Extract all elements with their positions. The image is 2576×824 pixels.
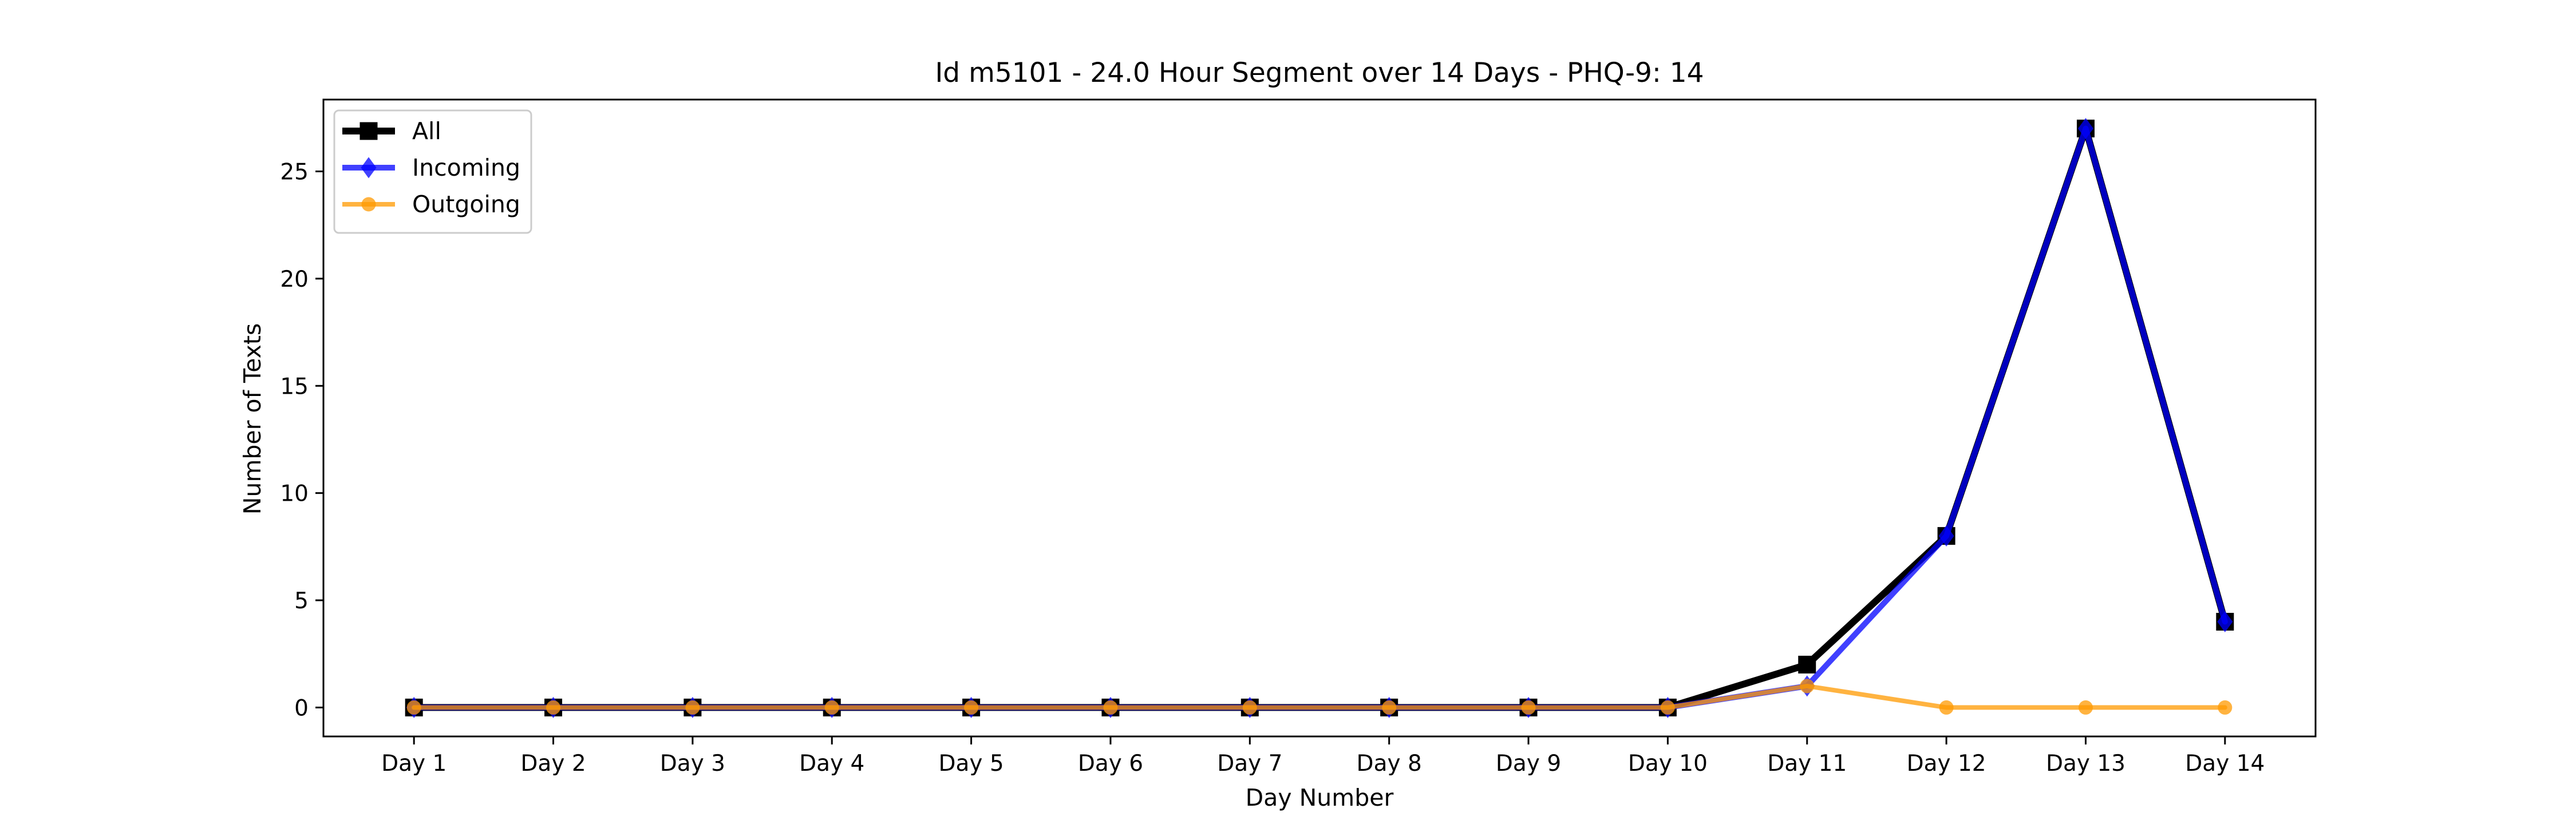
axes-layer: Day 1 Day 2 Day 3 Day 4 Day 5 Day 6 Day 7 Day 8… xyxy=(280,98,2317,777)
x-tick-label: Day 5 xyxy=(938,751,1003,777)
x-tick-label: Day 10 xyxy=(1628,751,1708,777)
x-tick-label: Day 12 xyxy=(1907,751,1986,777)
series-layer xyxy=(405,118,2234,718)
y-tick-label: 0 xyxy=(294,695,309,721)
data-point-outgoing xyxy=(1103,700,1118,715)
y-tick-label: 10 xyxy=(280,481,309,507)
legend-item-all: All xyxy=(342,117,441,145)
legend-item-outgoing: Outgoing xyxy=(342,191,520,218)
data-point-outgoing xyxy=(1939,700,1954,715)
data-point-outgoing xyxy=(1382,700,1397,715)
data-point-outgoing xyxy=(1800,679,1815,694)
x-tick-label: Day 13 xyxy=(2046,751,2125,777)
y-tick-label: 20 xyxy=(280,267,309,292)
data-point-outgoing xyxy=(546,700,561,715)
data-point-all xyxy=(1798,655,1816,674)
data-point-incoming xyxy=(2217,611,2233,633)
legend-label: Outgoing xyxy=(412,191,520,218)
y-tick-label: 25 xyxy=(280,160,309,185)
y-tick-label: 15 xyxy=(280,374,309,399)
data-point-outgoing xyxy=(824,700,839,715)
x-tick-label: Day 11 xyxy=(1767,751,1847,777)
data-point-outgoing xyxy=(1242,700,1257,715)
x-tick-label: Day 7 xyxy=(1217,751,1282,777)
data-point-outgoing xyxy=(964,700,979,715)
legend-marker xyxy=(361,157,377,179)
legend-label: Incoming xyxy=(412,154,520,181)
data-point-outgoing xyxy=(685,700,700,715)
x-tick-label: Day 4 xyxy=(799,751,864,777)
data-point-outgoing xyxy=(2078,700,2093,715)
legend-label: All xyxy=(412,117,441,145)
data-point-outgoing xyxy=(1660,700,1675,715)
x-axis-label: Day Number xyxy=(1246,784,1394,811)
legend-item-incoming: Incoming xyxy=(342,154,520,181)
x-tick-label: Day 2 xyxy=(520,751,586,777)
legend-marker xyxy=(361,197,376,212)
legend: All Incoming Outgoing xyxy=(333,109,532,234)
data-point-outgoing xyxy=(2218,700,2233,715)
x-tick-label: Day 14 xyxy=(2185,751,2265,777)
plot-frame xyxy=(322,98,2317,738)
data-point-incoming xyxy=(2077,118,2093,140)
chart-title: Id m5101 - 24.0 Hour Segment over 14 Day… xyxy=(935,57,1704,89)
x-tick-label: Day 9 xyxy=(1496,751,1561,777)
data-point-outgoing xyxy=(1521,700,1536,715)
series-line-outgoing xyxy=(412,683,2227,710)
series-outgoing xyxy=(406,679,2233,715)
y-axis-label: Number of Texts xyxy=(239,323,266,515)
y-tick-label: 5 xyxy=(294,588,309,614)
x-tick-label: Day 1 xyxy=(381,751,447,777)
legend-marker xyxy=(359,122,378,140)
data-point-incoming xyxy=(1938,525,1954,547)
x-tick-label: Day 8 xyxy=(1357,751,1422,777)
data-point-outgoing xyxy=(406,700,421,715)
x-tick-label: Day 6 xyxy=(1078,751,1143,777)
x-tick-label: Day 3 xyxy=(660,751,725,777)
